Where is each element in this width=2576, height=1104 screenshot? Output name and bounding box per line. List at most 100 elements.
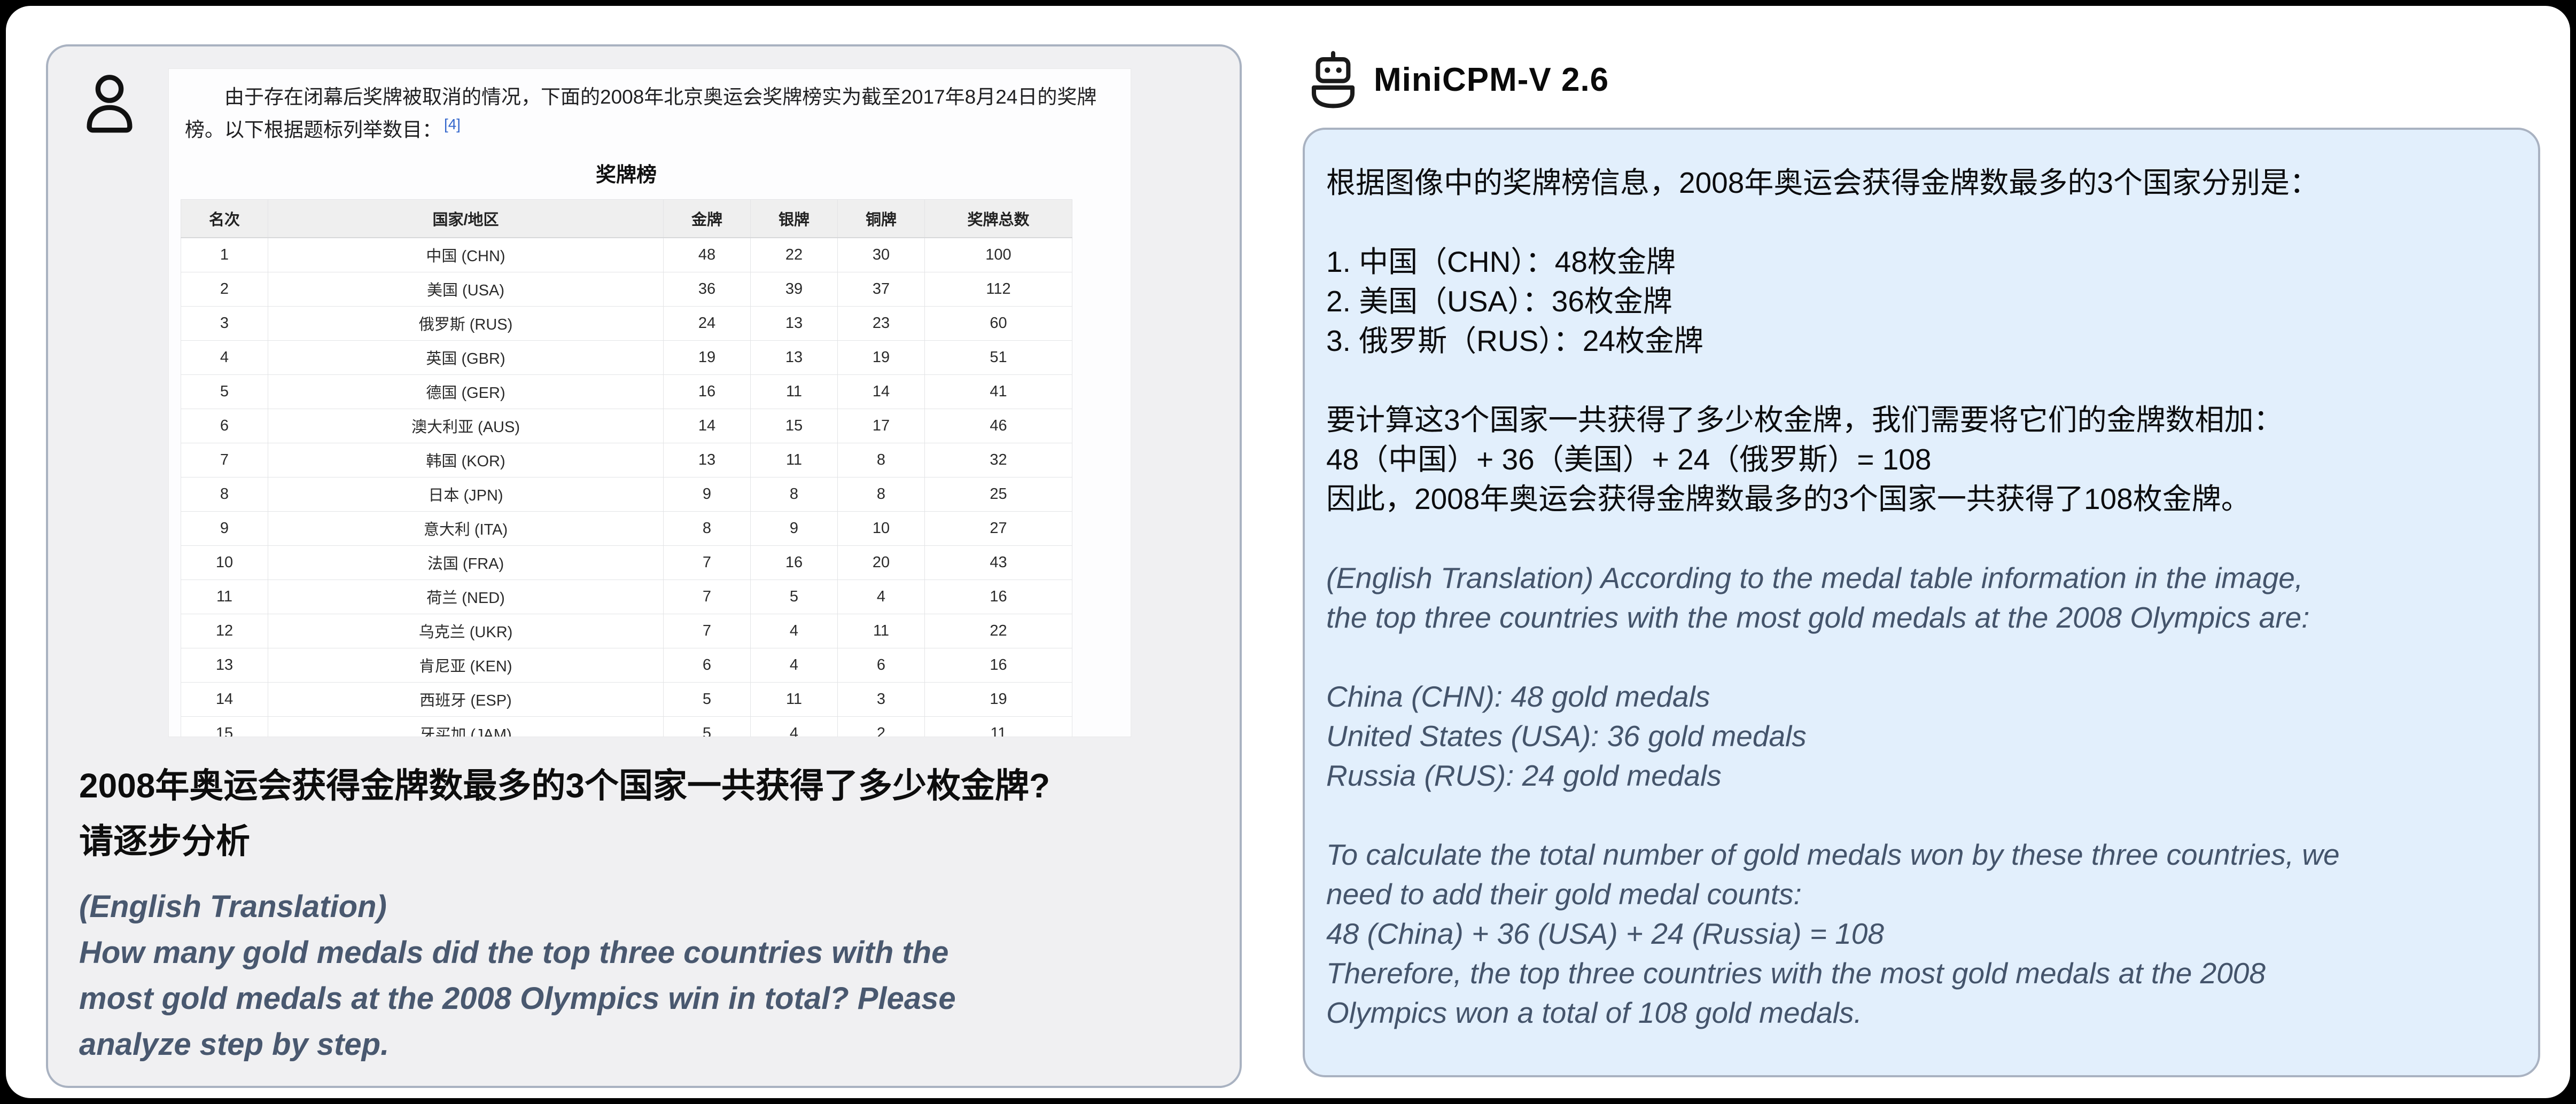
total-cell: 16 [924,579,1072,614]
medal-table-header-cell: 金牌 [663,199,751,238]
gold-cell: 16 [663,374,751,409]
bronze-cell: 8 [837,476,925,512]
gold-cell: 14 [663,408,751,443]
bronze-cell: 10 [837,511,925,546]
table-row: 3 俄罗斯 (RUS) 24 13 23 60 [181,306,1072,341]
bronze-cell: 37 [837,271,925,307]
silver-cell: 39 [750,271,838,307]
medal-table-body: 1 中国 (CHN) 48 22 30 100 2 美国 (USA) 36 39… [181,237,1072,737]
country-cell: 澳大利亚 (AUS) [268,408,664,443]
table-row: 1 中国 (CHN) 48 22 30 100 [181,237,1072,272]
bronze-cell: 8 [837,442,925,477]
total-cell: 11 [924,716,1072,737]
question-line: 2008年奥运会获得金牌数最多的3个国家一共获得了多少枚金牌? [79,766,1050,805]
total-cell: 25 [924,476,1072,512]
screenshot-note-text: 由于存在闭幕后奖牌被取消的情况，下面的2008年北京奥运会奖牌榜实为截至2017… [185,86,1097,141]
total-cell: 46 [924,408,1072,443]
country-cell: 日本 (JPN) [268,476,664,512]
silver-cell: 11 [750,442,838,477]
answer-en: (English Translation) According to the m… [1326,558,2519,1032]
medal-table-header-row: 名次 国家/地区 金牌 银牌 铜牌 奖牌总数 [181,199,1072,238]
silver-cell: 11 [750,374,838,409]
gold-cell: 8 [663,511,751,546]
silver-cell: 4 [750,716,838,737]
total-cell: 43 [924,545,1072,580]
rank-cell: 10 [181,545,268,580]
total-cell: 112 [924,271,1072,307]
total-cell: 27 [924,511,1072,546]
silver-cell: 13 [750,340,838,375]
country-cell: 意大利 (ITA) [268,511,664,546]
table-row: 2 美国 (USA) 36 39 37 112 [181,271,1072,307]
medal-table-header-cell: 银牌 [750,199,838,238]
translation-line: most gold medals at the 2008 Olympics wi… [79,981,956,1016]
gold-cell: 13 [663,442,751,477]
bronze-cell: 17 [837,408,925,443]
total-cell: 41 [924,374,1072,409]
table-row: 4 英国 (GBR) 19 13 19 51 [181,340,1072,375]
rank-cell: 2 [181,271,268,307]
total-cell: 60 [924,306,1072,341]
answer-line-zh: 1. 中国（CHN）：48枚金牌 [1326,245,1676,278]
bronze-cell: 3 [837,682,925,717]
bronze-cell: 20 [837,545,925,580]
silver-cell: 4 [750,647,838,683]
rank-cell: 14 [181,682,268,717]
total-cell: 100 [924,237,1072,272]
rank-cell: 4 [181,340,268,375]
answer-line-zh: 要计算这3个国家一共获得了多少枚金牌，我们需要将它们的金牌数相加： [1326,403,2283,436]
table-row: 5 德国 (GER) 16 11 14 41 [181,374,1072,409]
table-row: 8 日本 (JPN) 9 8 8 25 [181,476,1072,512]
table-row: 13 肯尼亚 (KEN) 6 4 6 16 [181,647,1072,683]
bronze-cell: 2 [837,716,925,737]
answer-line-zh: 3. 俄罗斯（RUS）：24枚金牌 [1326,324,1703,357]
user-question-translation: (English Translation) How many gold medal… [79,884,956,1068]
silver-cell: 5 [750,579,838,614]
answer-line-en: 48 (China) + 36 (USA) + 24 (Russia) = 10… [1326,917,1884,950]
bronze-cell: 23 [837,306,925,341]
bronze-cell: 4 [837,579,925,614]
table-row: 7 韩国 (KOR) 13 11 8 32 [181,442,1072,477]
gold-cell: 19 [663,340,751,375]
country-cell: 乌克兰 (UKR) [268,613,664,648]
gold-cell: 5 [663,716,751,737]
silver-cell: 15 [750,408,838,443]
bronze-cell: 30 [837,237,925,272]
rank-cell: 5 [181,374,268,409]
screenshot-note: 由于存在闭幕后奖牌被取消的情况，下面的2008年北京奥运会奖牌榜实为截至2017… [185,82,1115,145]
answer-line-en: need to add their gold medal counts: [1326,878,1802,911]
answer-line-en: the top three countries with the most go… [1326,601,2310,634]
answer-line-zh: 48（中国）+ 36（美国）+ 24（俄罗斯）= 108 [1326,443,1932,476]
model-header: MiniCPM-V 2.6 [1309,50,1609,109]
citation-link[interactable]: [4] [444,115,461,132]
gold-cell: 7 [663,545,751,580]
gold-cell: 5 [663,682,751,717]
country-cell: 荷兰 (NED) [268,579,664,614]
country-cell: 肯尼亚 (KEN) [268,647,664,683]
bronze-cell: 6 [837,647,925,683]
rank-cell: 7 [181,442,268,477]
country-cell: 英国 (GBR) [268,340,664,375]
country-cell: 俄罗斯 (RUS) [268,306,664,341]
medal-table-header-cell: 名次 [181,199,268,238]
translation-line: (English Translation) [79,889,387,924]
medal-table-title: 奖牌榜 [595,163,657,186]
table-row: 12 乌克兰 (UKR) 7 4 11 22 [181,613,1072,648]
gold-cell: 6 [663,647,751,683]
total-cell: 51 [924,340,1072,375]
question-line: 请逐步分析 [79,822,250,860]
answer-line-en: (English Translation) According to the m… [1326,561,2303,594]
silver-cell: 4 [750,613,838,648]
table-row: 10 法国 (FRA) 7 16 20 43 [181,545,1072,580]
rank-cell: 1 [181,237,268,272]
robot-icon [1311,51,1355,108]
answer-line-en: Therefore, the top three countries with … [1326,957,2266,990]
table-row: 15 牙买加 (JAM) 5 4 2 11 [181,716,1072,737]
translation-line: analyze step by step. [79,1027,390,1062]
answer-line-en: Olympics won a total of 108 gold medals. [1326,996,1862,1029]
country-cell: 韩国 (KOR) [268,442,664,477]
country-cell: 中国 (CHN) [268,237,664,272]
bronze-cell: 14 [837,374,925,409]
total-cell: 16 [924,647,1072,683]
